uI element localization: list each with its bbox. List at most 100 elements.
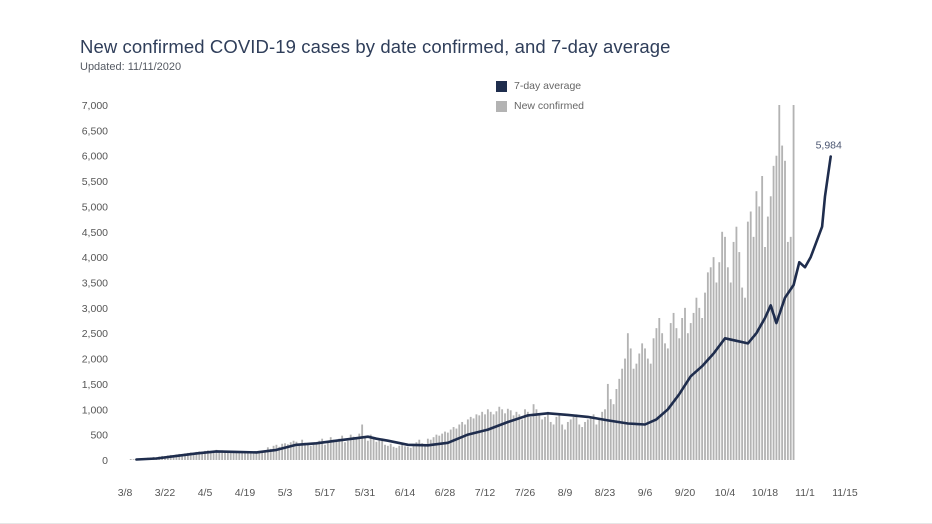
bar-new-confirmed	[612, 404, 615, 460]
bar-new-confirmed	[495, 411, 498, 460]
bar-new-confirmed	[218, 450, 221, 460]
bar-new-confirmed	[346, 440, 349, 460]
bar-new-confirmed	[444, 431, 446, 460]
bars-new-confirmed	[129, 105, 795, 461]
bar-new-confirmed	[246, 452, 249, 460]
updated-date: Updated: 11/11/2020	[80, 61, 182, 73]
bar-new-confirmed	[384, 444, 386, 460]
bar-new-confirmed	[295, 441, 298, 460]
square-swatch-icon	[496, 80, 507, 92]
bar-new-confirmed	[406, 446, 409, 460]
bar-new-confirmed	[258, 450, 261, 460]
bar-new-confirmed	[526, 411, 529, 460]
bar-new-confirmed	[578, 424, 581, 460]
bar-new-confirmed	[304, 442, 306, 460]
bar-new-confirmed	[421, 443, 424, 460]
bar-new-confirmed	[275, 444, 278, 460]
bar-new-confirmed	[744, 297, 746, 460]
legend-label-new-confirmed: New confirmed	[514, 100, 585, 112]
bar-new-confirmed	[515, 411, 518, 460]
bar-new-confirmed	[535, 409, 538, 460]
bar-new-confirmed	[395, 447, 398, 460]
bar-new-confirmed	[324, 444, 326, 460]
bar-new-confirmed	[392, 446, 395, 460]
bar-new-confirmed	[372, 438, 375, 460]
bar-new-confirmed	[401, 444, 404, 460]
bar-new-confirmed	[344, 442, 346, 460]
bar-new-confirmed	[412, 444, 415, 460]
bar-new-confirmed	[626, 333, 629, 460]
bar-new-confirmed	[632, 368, 635, 460]
y-tick-label: 1,500	[82, 379, 108, 391]
bar-new-confirmed	[261, 451, 264, 461]
bar-new-confirmed	[464, 424, 466, 460]
y-tick-label: 7,000	[82, 100, 108, 112]
bar-new-confirmed	[552, 424, 555, 460]
y-tick-label: 3,500	[82, 278, 108, 290]
bar-new-confirmed	[724, 236, 726, 460]
bar-new-confirmed	[546, 411, 549, 460]
bar-new-confirmed	[358, 433, 361, 460]
bar-new-confirmed	[469, 416, 472, 460]
x-tick-label: 4/5	[198, 487, 213, 499]
bar-new-confirmed	[635, 363, 638, 460]
x-tick-label: 3/22	[155, 487, 176, 499]
bar-new-confirmed	[286, 444, 289, 460]
bar-new-confirmed	[441, 433, 444, 460]
bar-new-confirmed	[749, 211, 752, 460]
bar-new-confirmed	[189, 452, 192, 460]
bar-new-confirmed	[572, 416, 575, 460]
bar-new-confirmed	[589, 416, 592, 460]
y-tick-label: 4,500	[82, 227, 108, 239]
bar-new-confirmed	[181, 454, 184, 460]
bar-new-confirmed	[284, 443, 286, 460]
bar-new-confirmed	[544, 416, 546, 460]
bar-new-confirmed	[349, 434, 352, 460]
bar-new-confirmed	[178, 453, 181, 460]
bar-new-confirmed	[489, 411, 492, 460]
bar-new-confirmed	[204, 450, 206, 460]
bar-new-confirmed	[649, 363, 652, 460]
bar-new-confirmed	[758, 206, 761, 460]
bar-new-confirmed	[718, 262, 721, 460]
bar-new-confirmed	[321, 438, 324, 460]
bar-new-confirmed	[609, 399, 612, 460]
bar-new-confirmed	[601, 411, 604, 460]
x-tick-label: 3/8	[118, 487, 133, 499]
bar-new-confirmed	[566, 421, 569, 460]
bar-new-confirmed	[364, 437, 366, 460]
bar-new-confirmed	[201, 451, 204, 460]
bar-new-confirmed	[504, 413, 506, 460]
bar-new-confirmed	[518, 414, 521, 460]
bar-new-confirmed	[301, 439, 304, 460]
bar-new-confirmed	[446, 432, 449, 460]
bar-new-confirmed	[409, 447, 412, 460]
bar-new-confirmed	[375, 441, 378, 460]
bar-new-confirmed	[452, 427, 455, 460]
x-tick-label: 9/6	[638, 487, 653, 499]
bar-new-confirmed	[175, 454, 178, 460]
bar-new-confirmed	[666, 348, 669, 460]
bar-new-confirmed	[366, 440, 369, 460]
bar-new-confirmed	[789, 236, 792, 460]
bar-new-confirmed	[212, 450, 215, 460]
bar-new-confirmed	[335, 440, 338, 460]
data-label-latest-average: 5,984	[816, 140, 842, 152]
legend-item-new-confirmed[interactable]: New confirmed	[496, 96, 584, 116]
legend-item-7-day-average[interactable]: 7-day average	[496, 76, 584, 96]
x-tick-label: 11/1	[795, 487, 815, 499]
x-tick-label: 10/4	[715, 487, 736, 499]
x-tick-label: 9/20	[675, 487, 696, 499]
bar-new-confirmed	[786, 241, 789, 460]
bar-new-confirmed	[306, 444, 309, 460]
line-7-day-average	[135, 155, 833, 461]
bar-new-confirmed	[541, 419, 544, 460]
bar-new-confirmed	[592, 414, 595, 460]
bar-new-confirmed	[586, 419, 589, 460]
bar-new-confirmed	[652, 338, 655, 460]
bar-new-confirmed	[198, 451, 201, 460]
bar-new-confirmed	[352, 436, 355, 460]
y-tick-label: 500	[90, 430, 108, 442]
x-tick-label: 6/28	[435, 487, 456, 499]
bar-new-confirmed	[538, 414, 541, 460]
